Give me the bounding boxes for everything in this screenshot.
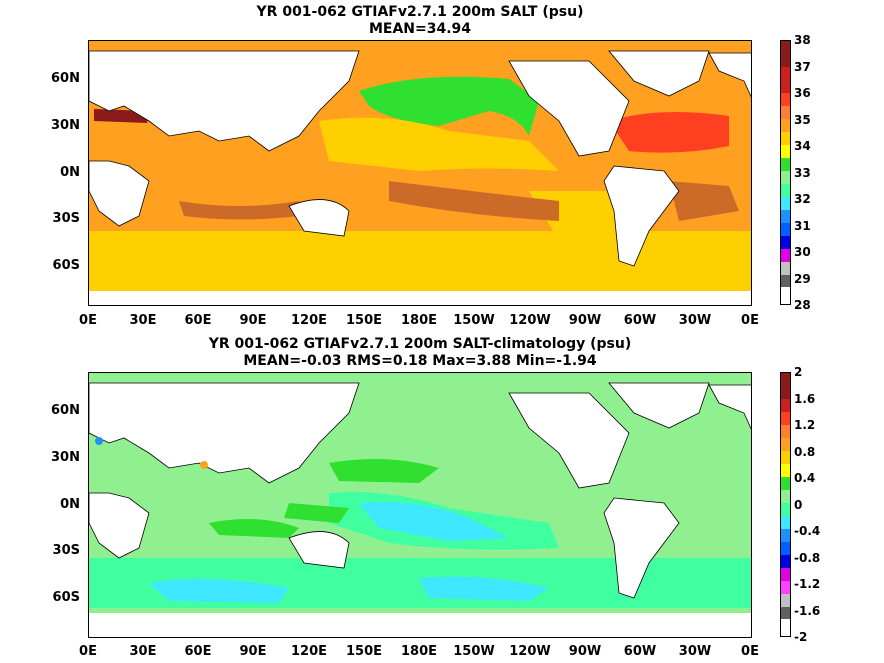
- bottom-colorbar-label: 0.8: [794, 445, 816, 459]
- bottom-title-line1: YR 001-062 GTIAFv2.7.1 200m SALT-climato…: [208, 336, 632, 352]
- bottom-lon-label: 30E: [129, 644, 157, 659]
- bottom-colorbar-label: -0.8: [794, 551, 821, 565]
- top-lat-label: 30S: [52, 211, 80, 226]
- top-lat-label: 0N: [60, 165, 80, 180]
- bottom-lon-label: 150W: [453, 644, 495, 659]
- top-colorbar-label: 30: [794, 245, 811, 259]
- bottom-colorbar-label: -1.6: [794, 604, 821, 618]
- bottom-colorbar-label: 2: [794, 365, 803, 379]
- top-lon-label: 120W: [509, 313, 551, 328]
- top-title-line1: YR 001-062 GTIAFv2.7.1 200m SALT (psu): [256, 4, 584, 20]
- top-colorbar-label: 28: [794, 298, 811, 312]
- top-lon-label: 90W: [568, 313, 602, 328]
- bottom-lon-label: 120E: [290, 644, 328, 659]
- bottom-colorbar-label: -2: [794, 630, 808, 644]
- bottom-lon-label: 60W: [623, 644, 657, 659]
- top-colorbar-label: 29: [794, 272, 811, 286]
- top-lat-label: 60N: [51, 71, 80, 86]
- bottom-colorbar-label: 1.6: [794, 392, 816, 406]
- bottom-colorbar: [780, 372, 791, 637]
- top-lat-label: 60S: [52, 258, 80, 273]
- bottom-lon-label: 150E: [345, 644, 383, 659]
- bottom-colorbar-label: -1.2: [794, 577, 821, 591]
- top-colorbar-label: 33: [794, 166, 811, 180]
- top-lat-label: 30N: [51, 118, 80, 133]
- bottom-lon-label: 180E: [400, 644, 438, 659]
- bottom-title-line2: MEAN=-0.03 RMS=0.18 Max=3.88 Min=-1.94: [243, 353, 597, 369]
- bottom-lon-label: 30W: [678, 644, 712, 659]
- top-salinity-map: [88, 40, 752, 306]
- top-lon-label: 60E: [184, 313, 212, 328]
- bottom-lat-label: 60N: [51, 403, 80, 418]
- top-colorbar-label: 34: [794, 139, 811, 153]
- top-title-line2: MEAN=34.94: [368, 21, 472, 37]
- top-colorbar-label: 32: [794, 192, 811, 206]
- top-colorbar-label: 31: [794, 219, 811, 233]
- bottom-colorbar-label: -0.4: [794, 524, 821, 538]
- bottom-lat-label: 30S: [52, 543, 80, 558]
- top-lon-label: 0E: [79, 313, 97, 328]
- bottom-colorbar-label: 0: [794, 498, 803, 512]
- bottom-lon-label: 60E: [184, 644, 212, 659]
- bottom-lon-label: 90E: [239, 644, 267, 659]
- top-colorbar-label: 37: [794, 60, 811, 74]
- top-colorbar-label: 36: [794, 86, 811, 100]
- bottom-lon-label: 120W: [509, 644, 551, 659]
- bottom-lat-label: 60S: [52, 590, 80, 605]
- bottom-lat-label: 0N: [60, 497, 80, 512]
- top-colorbar-label: 38: [794, 33, 811, 47]
- top-lon-label: 90E: [239, 313, 267, 328]
- top-lon-label: 60W: [623, 313, 657, 328]
- bottom-lon-label: 0E: [79, 644, 97, 659]
- bottom-lon-label: 0E: [741, 644, 759, 659]
- top-lon-label: 150E: [345, 313, 383, 328]
- top-lon-label: 180E: [400, 313, 438, 328]
- top-lon-label: 120E: [290, 313, 328, 328]
- top-colorbar-label: 35: [794, 113, 811, 127]
- top-lon-label: 150W: [453, 313, 495, 328]
- bottom-colorbar-label: 1.2: [794, 418, 816, 432]
- bottom-anomaly-map: [88, 372, 752, 638]
- top-lon-label: 30E: [129, 313, 157, 328]
- bottom-colorbar-label: 0.4: [794, 471, 816, 485]
- top-colorbar: [780, 40, 791, 305]
- top-lon-label: 30W: [678, 313, 712, 328]
- top-lon-label: 0E: [741, 313, 759, 328]
- bottom-lat-label: 30N: [51, 450, 80, 465]
- bottom-lon-label: 90W: [568, 644, 602, 659]
